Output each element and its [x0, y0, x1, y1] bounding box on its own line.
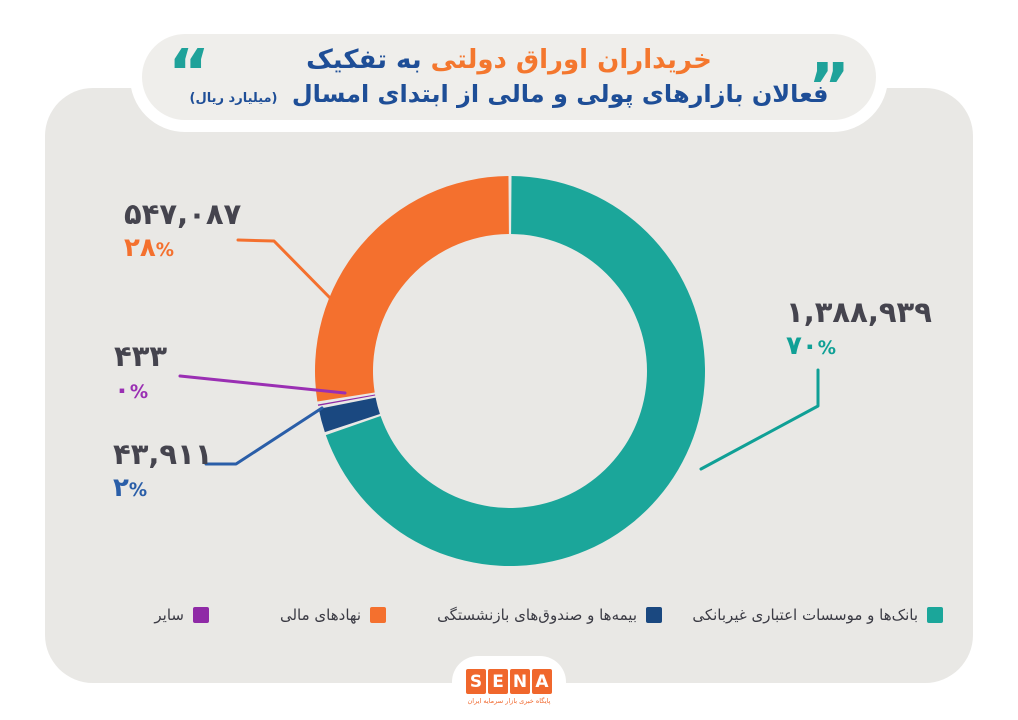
legend-item-other: سایر: [154, 606, 209, 624]
legend-label-banks: بانک‌ها و موسسات اعتباری غیربانکی: [692, 606, 918, 624]
page-title-line2: فعالان بازارهای پولی و مالی از ابتدای ام…: [190, 79, 829, 110]
footer-logo: S E N A پایگاه خبری بازار سرمایه ایران: [452, 656, 566, 720]
title-line2-text: فعالان بازارهای پولی و مالی از ابتدای ام…: [291, 79, 829, 108]
title-rest: به تفکیک: [306, 45, 422, 75]
unit-label: (میلیارد ریال): [189, 90, 278, 106]
legend-label-other: سایر: [154, 606, 184, 624]
legend-item-insurance: بیمه‌ها و صندوق‌های بازنشستگی: [437, 606, 662, 624]
value-other: ۴۳۳: [114, 339, 168, 373]
legend-item-banks: بانک‌ها و موسسات اعتباری غیربانکی: [692, 606, 943, 624]
label-other: ۴۳۳ ۰%: [114, 338, 167, 408]
legend-swatch-insurance: [646, 607, 662, 623]
header: “ خریداران اوراق دولتی به تفکیک فعالان ب…: [130, 22, 888, 132]
legend-swatch-financial-institutions: [370, 607, 386, 623]
sena-logo-letter: N: [510, 669, 530, 694]
percent-financial-institutions: ۲۸%: [124, 233, 174, 264]
sena-logo-letter: A: [532, 669, 552, 694]
legend-swatch-other: [193, 607, 209, 623]
legend-swatch-banks: [927, 607, 943, 623]
label-insurance: ۴۳,۹۱۱ ۲%: [113, 436, 213, 506]
title-highlight: خریداران اوراق دولتی: [430, 45, 712, 75]
sena-tagline: پایگاه خبری بازار سرمایه ایران: [467, 697, 551, 705]
sena-logo: S E N A: [466, 669, 552, 694]
legend-item-financial-institutions: نهادهای مالی: [280, 606, 386, 624]
sena-logo-letter: S: [466, 669, 486, 694]
label-financial-institutions: ۵۴۷,۰۸۷ ۲۸%: [124, 196, 241, 266]
sena-logo-letter: E: [488, 669, 508, 694]
value-financial-institutions: ۵۴۷,۰۸۷: [124, 197, 242, 231]
page-title-line1: خریداران اوراق دولتی به تفکیک: [306, 44, 712, 78]
value-insurance: ۴۳,۹۱۱: [113, 437, 213, 471]
legend-label-insurance: بیمه‌ها و صندوق‌های بازنشستگی: [437, 606, 637, 624]
percent-banks: ۷۰%: [786, 331, 836, 362]
value-banks: ۱,۳۸۸,۹۳۹: [786, 295, 932, 329]
percent-other: ۰%: [114, 375, 149, 406]
label-banks: ۱,۳۸۸,۹۳۹ ۷۰%: [786, 294, 932, 364]
percent-insurance: ۲%: [113, 473, 148, 504]
legend-label-financial-institutions: نهادهای مالی: [279, 606, 361, 624]
chart-card: [45, 88, 973, 683]
